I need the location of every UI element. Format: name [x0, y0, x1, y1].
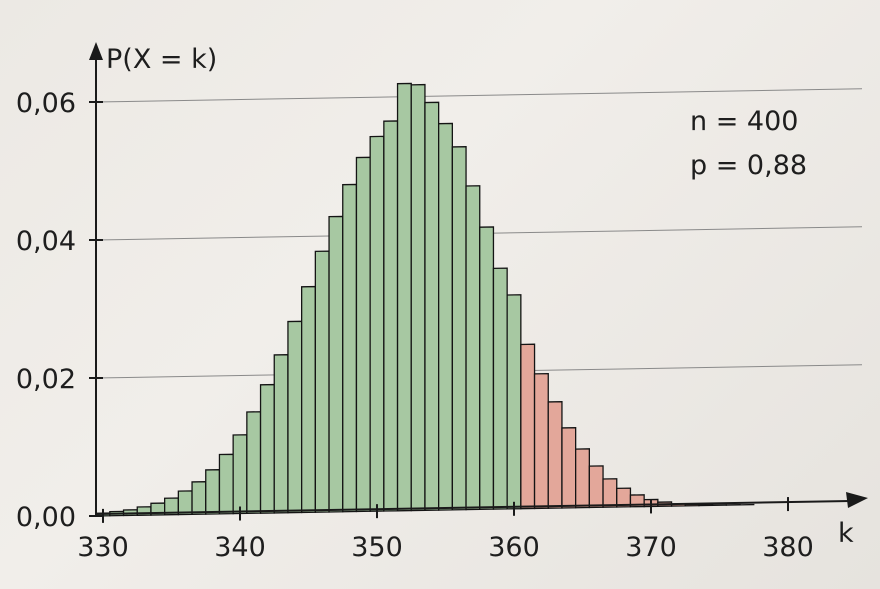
y-axis-arrow-icon	[89, 42, 103, 60]
bar	[437, 122, 454, 511]
bar	[355, 156, 371, 513]
x-tick-label: 350	[351, 532, 403, 563]
bar	[205, 469, 221, 515]
bar	[424, 101, 440, 511]
bar	[410, 83, 426, 512]
x-tick-label: 330	[77, 532, 129, 563]
bar	[712, 504, 727, 507]
bar	[561, 427, 577, 509]
bar	[465, 185, 481, 511]
bar	[547, 401, 563, 509]
bar	[506, 294, 522, 510]
bar	[232, 434, 248, 515]
bar	[396, 82, 412, 512]
bar	[273, 354, 289, 514]
bar	[259, 383, 275, 514]
y-tick-label: 0,00	[16, 502, 76, 533]
bar	[575, 448, 590, 509]
bar	[314, 250, 330, 513]
bar	[218, 453, 234, 515]
y-tick-label: 0,06	[16, 88, 76, 119]
bar	[328, 215, 344, 513]
bar	[246, 411, 262, 515]
x-tick-label: 340	[214, 532, 266, 563]
bar	[533, 372, 549, 510]
y-axis-label: P(X = k)	[106, 44, 217, 75]
x-axis-arrow-icon	[846, 492, 868, 508]
x-axis-label: k	[838, 518, 854, 549]
bar	[520, 343, 536, 510]
y-tick-label: 0,02	[16, 364, 76, 395]
bar	[602, 478, 618, 508]
bar	[300, 285, 317, 514]
bar	[177, 490, 193, 516]
bar	[369, 135, 385, 512]
bars	[95, 82, 755, 517]
grid-line	[95, 88, 863, 103]
bar	[451, 146, 467, 511]
y-tick-label: 0,04	[16, 226, 76, 257]
x-tick-label: 380	[762, 532, 814, 563]
bar	[492, 267, 508, 510]
ticks: 330 340 350 360 370 380 0,00 0,02 0,04 0,06	[16, 88, 814, 563]
x-tick-label: 360	[488, 532, 540, 563]
bar	[698, 504, 714, 507]
annotation-p: p = 0,88	[690, 150, 807, 181]
bar	[383, 120, 399, 512]
x-axis-line	[95, 500, 851, 515]
bar	[191, 481, 207, 516]
bar	[588, 465, 604, 509]
bar	[342, 183, 358, 513]
bar	[616, 487, 632, 508]
bar	[287, 320, 303, 514]
annotation-n: n = 400	[690, 106, 798, 137]
x-tick-label: 370	[625, 532, 677, 563]
axes	[89, 42, 868, 516]
bar	[479, 226, 495, 511]
